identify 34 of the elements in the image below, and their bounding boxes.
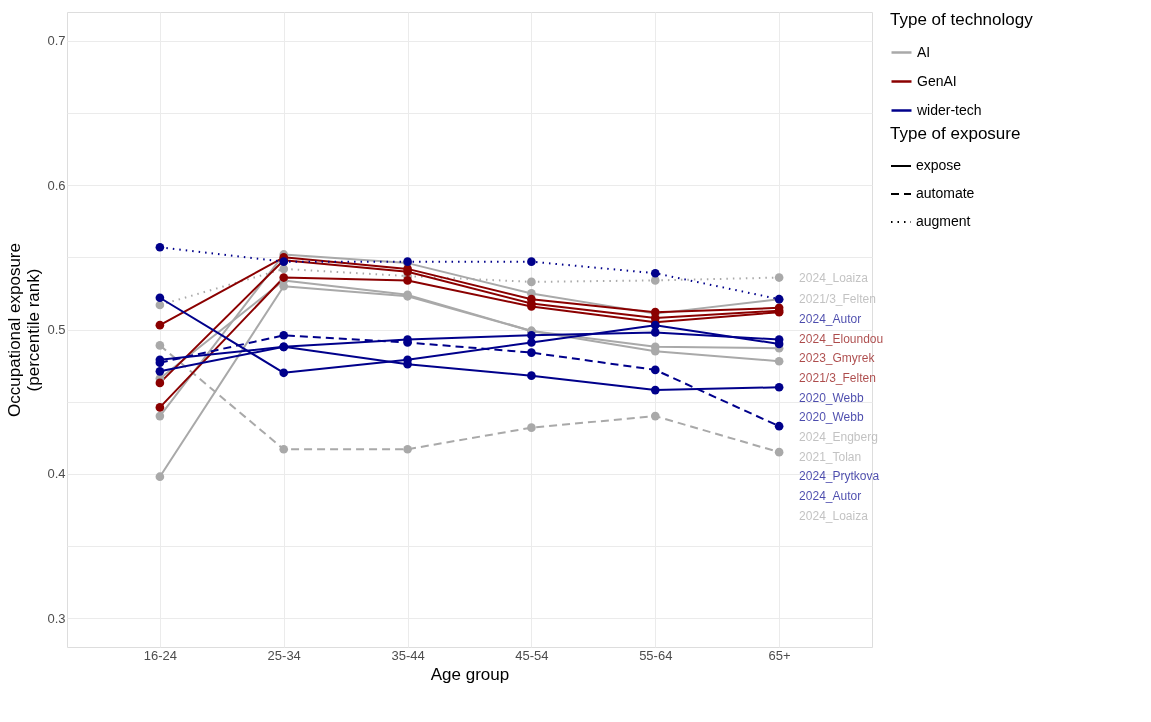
text: 2021/3_Felten [799,370,876,385]
y-tick-label: 0.5 [47,322,66,337]
text: 2020_Webb [799,390,864,405]
y-tick-label: 0.6 [47,177,66,193]
y-tick-label: 0.4 [47,466,66,482]
text: 2020_Webb [799,410,864,425]
text: augment [916,213,971,229]
x-tick-label: 16-24 [143,647,178,663]
series-label: 2024_Autor [799,311,862,326]
y-tick-label: 0.7 [47,33,66,49]
text: automate [916,185,975,201]
text: 2024_Autor [799,489,862,504]
y-axis-title: Occupational exposure (percentile rank) [5,243,44,417]
text: Type of technology [890,10,1033,29]
text: AI [917,43,931,60]
x-tick-label: 55-64 [639,647,673,663]
x-tick-label: 35-44 [391,647,425,663]
text: Type of exposure [890,124,1021,143]
x-axis-title: Age group [430,664,510,684]
y-tick-label: 0.3 [47,610,66,626]
x-tick-label: 65+ [768,647,791,663]
text: 2024_Prytkova [799,469,880,484]
series-label: 2021/3_Felten [799,292,876,307]
text: 2021_Tolan [799,449,862,464]
text: 2023_Gmyrek [799,351,876,366]
text: wider-tech [916,101,982,118]
text: 2024_Loaiza [799,508,869,523]
text: 2024_Eloundou [799,331,884,346]
text: 2024_Engberg [799,429,878,444]
x-tick-label: 25-34 [267,647,301,663]
series-label: 2024_Loaiza [799,270,869,285]
text: GenAI [917,72,957,89]
x-tick-label: 45-54 [515,647,549,663]
text: expose [916,157,962,173]
